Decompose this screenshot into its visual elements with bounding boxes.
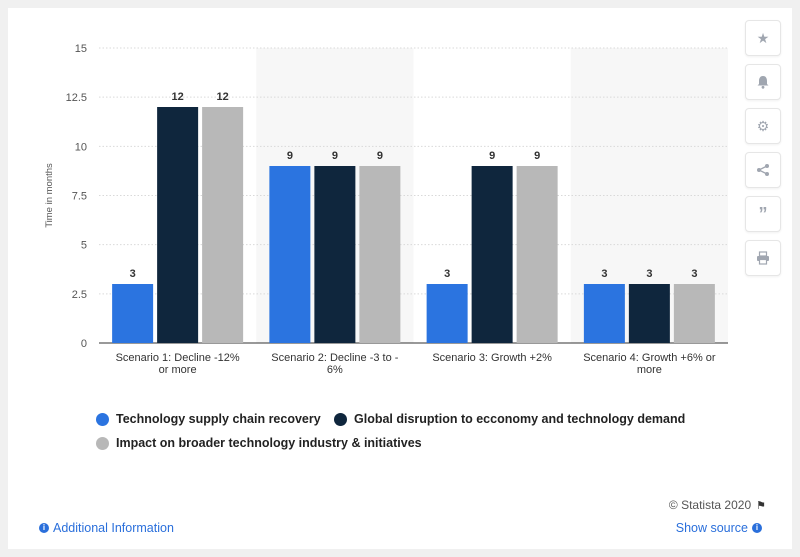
toolbar: ★ ⚙ ” (745, 20, 781, 284)
legend-marker (96, 412, 109, 426)
y-tick-label: 5 (81, 240, 87, 252)
chart-card: 0 2.5 5 7.5 10 12.5 15 Time in months 3 9 3 3 12 9 9 3 1… (8, 8, 792, 549)
data-label: 12 (217, 91, 229, 103)
bar-chart: 0 2.5 5 7.5 10 12.5 15 Time in months 3 9 3 3 12 9 9 3 1… (44, 43, 728, 376)
legend-marker (96, 436, 109, 450)
y-tick-label: 10 (75, 141, 87, 153)
legend-marker (334, 412, 347, 426)
copyright: © Statista 2020 ⚑ (669, 498, 766, 512)
data-label: 3 (601, 268, 607, 280)
bar (426, 284, 468, 343)
x-tick-label: Scenario 2: Decline -3 to - (271, 352, 399, 364)
bar (583, 284, 625, 343)
share-icon[interactable] (745, 152, 781, 188)
data-label: 12 (172, 91, 184, 103)
x-tick-label: Scenario 4: Growth +6% or (583, 352, 716, 364)
legend-item-series-1[interactable]: Technology supply chain recovery (96, 412, 321, 426)
x-tick-label: Scenario 1: Decline -12% (116, 352, 240, 364)
legend-label: Technology supply chain recovery (116, 412, 321, 426)
data-label: 9 (489, 150, 495, 162)
y-tick-label: 7.5 (72, 191, 87, 203)
gear-icon[interactable]: ⚙ (745, 108, 781, 144)
data-label: 3 (691, 268, 697, 280)
x-tick-label: 6% (327, 364, 343, 376)
bar (157, 107, 199, 343)
bar (673, 284, 715, 343)
x-tick-label: or more (159, 364, 197, 376)
legend-item-series-3[interactable]: Impact on broader technology industry & … (96, 436, 422, 450)
print-icon[interactable] (745, 240, 781, 276)
quote-icon[interactable]: ” (745, 196, 781, 232)
data-label: 9 (377, 150, 383, 162)
y-axis-title: Time in months (44, 163, 55, 228)
y-tick-label: 0 (81, 338, 87, 350)
x-tick-label: more (637, 364, 662, 376)
star-icon[interactable]: ★ (745, 20, 781, 56)
bar (359, 166, 401, 343)
show-source-link[interactable]: Show source i (676, 521, 766, 535)
bar (516, 166, 558, 343)
bar (112, 284, 154, 343)
y-tick-label: 2.5 (72, 289, 87, 301)
data-label: 3 (130, 268, 136, 280)
bar (471, 166, 513, 343)
data-label: 9 (287, 150, 293, 162)
bar (628, 284, 670, 343)
bar (314, 166, 356, 343)
bar (202, 107, 244, 343)
info-icon: i (752, 523, 762, 533)
show-source-label: Show source (675, 521, 748, 535)
info-icon: i (39, 523, 49, 533)
flag-icon[interactable]: ⚑ (756, 499, 766, 512)
y-tick-label: 12.5 (66, 92, 87, 104)
data-label: 3 (646, 268, 652, 280)
legend-item-series-2[interactable]: Global disruption to ecconomy and techno… (334, 412, 685, 426)
data-label: 3 (444, 268, 450, 280)
legend-label: Global disruption to ecconomy and techno… (354, 412, 686, 426)
additional-information-link[interactable]: i Additional Information (35, 521, 174, 535)
legend-label: Impact on broader technology industry & … (116, 436, 422, 450)
copyright-text: © Statista 2020 (668, 498, 752, 512)
bar (269, 166, 311, 343)
bell-icon[interactable] (745, 64, 781, 100)
y-tick-label: 15 (75, 43, 87, 55)
x-tick-label: Scenario 3: Growth +2% (432, 352, 552, 364)
data-label: 9 (332, 150, 338, 162)
data-label: 9 (534, 150, 540, 162)
additional-information-label: Additional Information (53, 521, 174, 535)
